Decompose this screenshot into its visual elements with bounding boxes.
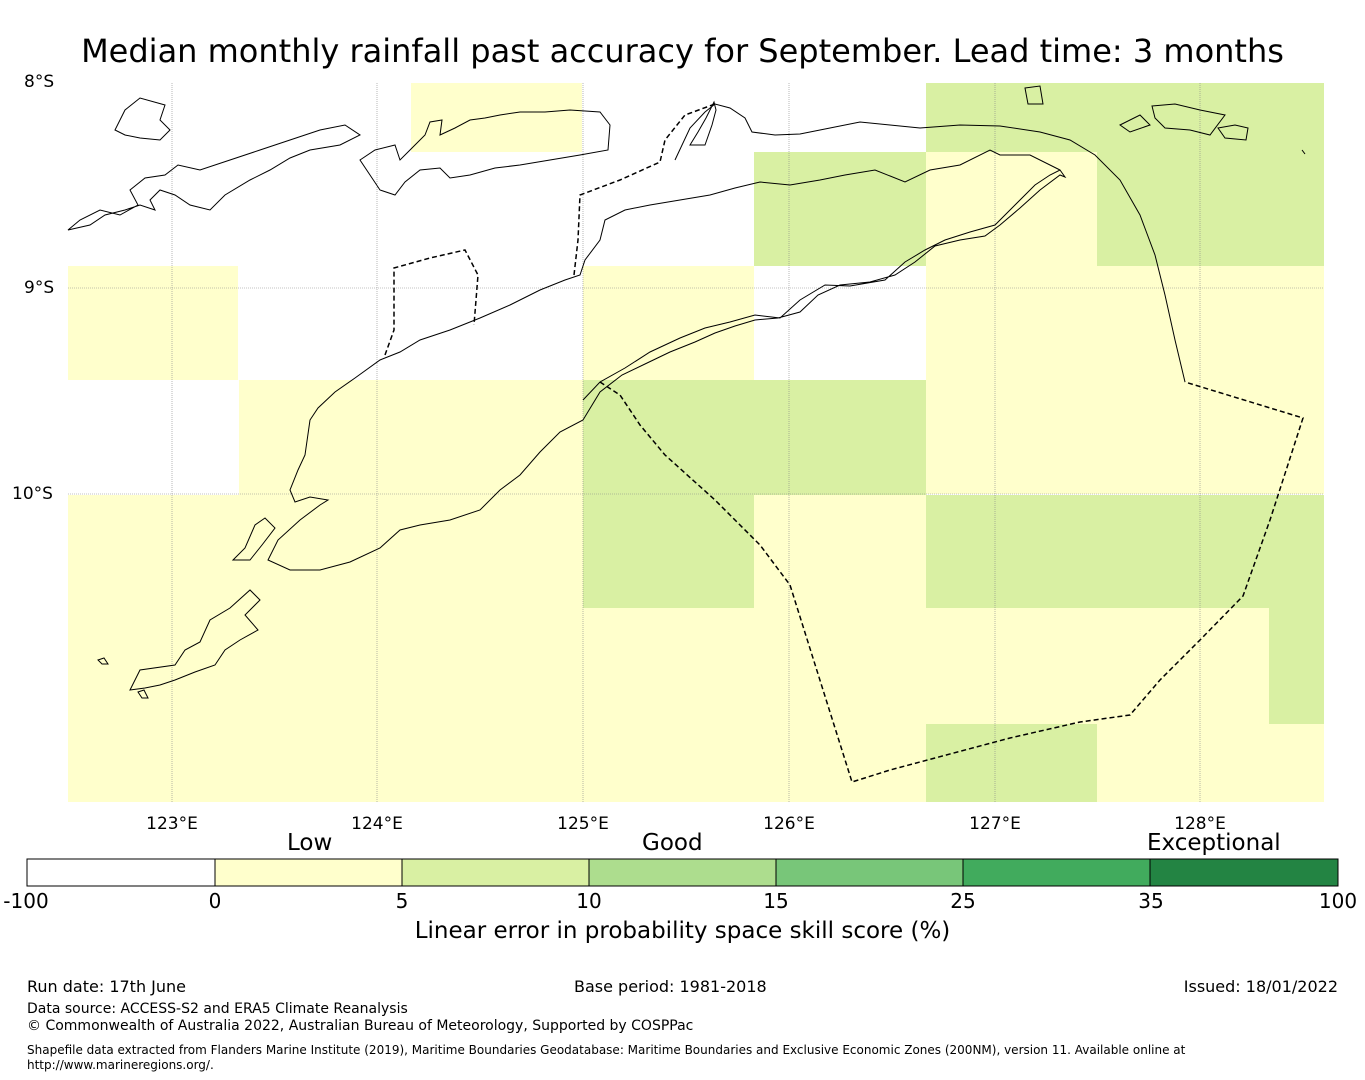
skill-cell (1097, 152, 1324, 266)
issued-date: Issued: 18/01/2022 (1183, 977, 1338, 996)
lon-label-128e: 128°E (1174, 814, 1226, 834)
copyright: © Commonwealth of Australia 2022, Austra… (27, 1018, 694, 1034)
colorbar-segment (1149, 858, 1339, 887)
lat-label-9s: 9°S (24, 278, 55, 298)
colorbar-segment (775, 858, 964, 887)
lon-label-127e: 127°E (969, 814, 1021, 834)
colorbar-segment (214, 858, 403, 887)
skill-cell (583, 266, 754, 380)
skill-cell (411, 83, 582, 152)
skill-cell (583, 608, 754, 802)
skill-cell (1097, 266, 1324, 494)
skill-cell (926, 724, 1097, 802)
colorbar-segment (962, 858, 1151, 887)
lon-label-123e: 123°E (146, 814, 198, 834)
cb-tick-4: 15 (763, 889, 789, 913)
lat-label-10s: 10°S (12, 484, 53, 504)
map-title: Median monthly rainfall past accuracy fo… (81, 32, 1284, 70)
skill-cell (1269, 608, 1324, 724)
colorbar-segment (26, 858, 216, 887)
graticule (68, 83, 1324, 802)
cb-tick-6: 35 (1138, 889, 1164, 913)
lon-label-126e: 126°E (763, 814, 815, 834)
colorbar-label: Linear error in probability space skill … (414, 918, 951, 944)
colorbar-segment (401, 858, 590, 887)
skill-cell (926, 608, 1269, 724)
skill-cell (1097, 724, 1324, 802)
skill-cell (926, 83, 1324, 152)
category-exceptional: Exceptional (1147, 830, 1281, 856)
category-good: Good (642, 830, 703, 856)
colorbar (26, 858, 1339, 887)
skill-cell (583, 380, 926, 495)
cb-tick-1: 0 (208, 889, 222, 913)
shapefile-credit: Shapefile data extracted from Flanders M… (27, 1043, 1186, 1072)
skill-map (67, 83, 1324, 802)
maritime-boundaries (384, 103, 1304, 783)
skill-cell (239, 380, 583, 495)
base-period: Base period: 1981-2018 (574, 977, 767, 996)
lon-label-124e: 124°E (351, 814, 403, 834)
lat-label-8s: 8°S (24, 72, 55, 92)
colorbar-segment (588, 858, 777, 887)
coastlines (67, 85, 1306, 699)
skill-grid (68, 83, 1324, 802)
skill-cell (926, 495, 1324, 608)
cb-tick-2: 5 (395, 889, 409, 913)
skill-cell (926, 152, 1097, 494)
lon-label-125e: 125°E (557, 814, 609, 834)
data-source: Data source: ACCESS-S2 and ERA5 Climate … (27, 1001, 408, 1017)
category-low: Low (287, 830, 333, 856)
cb-tick-7: 100 (1318, 889, 1358, 913)
skill-cell (68, 266, 238, 380)
skill-cell (754, 152, 926, 266)
cb-tick-0: -100 (3, 889, 49, 913)
skill-cell (754, 495, 926, 802)
cb-tick-5: 25 (950, 889, 976, 913)
skill-cell (583, 495, 754, 608)
cb-tick-3: 10 (576, 889, 602, 913)
run-date: Run date: 17th June (27, 977, 187, 996)
